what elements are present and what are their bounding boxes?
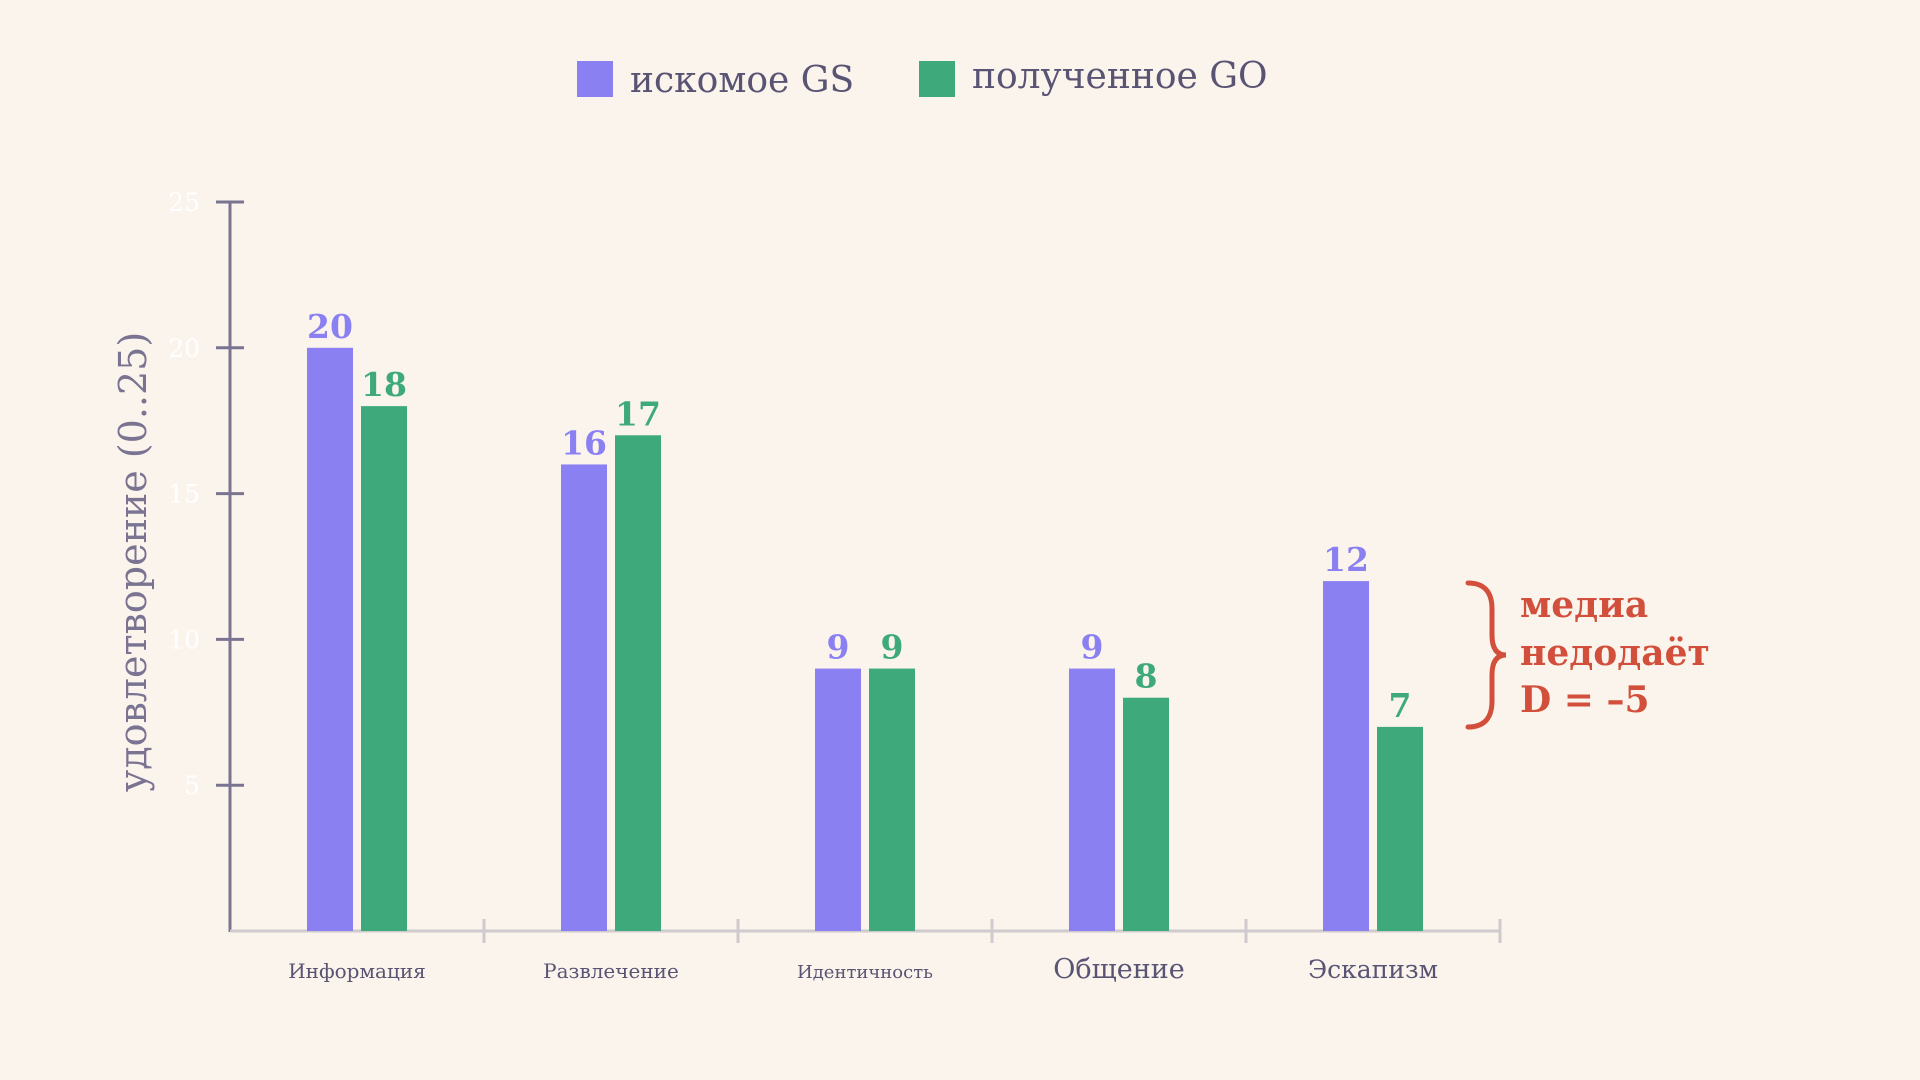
bar-value-label-gs: 9 bbox=[827, 628, 850, 667]
bar-go bbox=[361, 406, 407, 931]
bar-go bbox=[1123, 697, 1169, 931]
x-category-label: Информация bbox=[288, 959, 426, 983]
bar-gs bbox=[1323, 581, 1369, 931]
annotation: медиа недодаёт D = –5 bbox=[1465, 580, 1710, 730]
annotation-line-1: медиа bbox=[1520, 584, 1648, 626]
y-tick-label: 25 bbox=[168, 188, 200, 217]
x-category-label: Идентичность bbox=[797, 962, 933, 983]
bar-gs bbox=[307, 347, 353, 931]
bar-value-label-go: 7 bbox=[1389, 686, 1412, 725]
axes: 5 10 15 20 25 Информация Развлечение Идентичнос… bbox=[168, 188, 1502, 985]
legend: искомое GS полученное GO bbox=[577, 56, 1268, 101]
annotation-line-2: недодаёт bbox=[1520, 632, 1710, 674]
legend-swatch-go bbox=[919, 61, 955, 97]
bar-gs bbox=[815, 668, 861, 931]
bar-value-label-gs: 16 bbox=[561, 423, 607, 462]
bar-go bbox=[615, 435, 661, 931]
bar-go bbox=[869, 668, 915, 931]
bar-gs bbox=[1069, 668, 1115, 931]
y-axis-title: удовлетворение (0..25) bbox=[111, 332, 155, 792]
bar-value-label-gs: 12 bbox=[1323, 540, 1369, 579]
y-tick-label: 15 bbox=[168, 480, 200, 509]
bar-value-label-go: 9 bbox=[881, 628, 904, 667]
bar-gs bbox=[561, 464, 607, 931]
bar-go bbox=[1377, 726, 1423, 931]
legend-label-gs: искомое GS bbox=[630, 60, 854, 101]
bar-value-label-go: 18 bbox=[361, 365, 407, 404]
y-tick-label: 5 bbox=[184, 771, 200, 800]
annotation-line-3: D = –5 bbox=[1520, 679, 1650, 721]
legend-swatch-gs bbox=[577, 61, 613, 97]
bar-value-label-go: 8 bbox=[1135, 657, 1158, 696]
y-tick-label: 10 bbox=[168, 625, 200, 654]
bar-value-label-gs: 9 bbox=[1081, 628, 1104, 667]
x-category-label: Эскапизм bbox=[1308, 955, 1438, 984]
y-tick-label: 20 bbox=[168, 334, 200, 363]
legend-label-go: полученное GO bbox=[972, 56, 1268, 97]
bar-value-label-go: 17 bbox=[615, 394, 661, 433]
x-category-label: Развлечение bbox=[543, 959, 679, 983]
x-category-label: Общение bbox=[1053, 954, 1184, 985]
bar-value-label-gs: 20 bbox=[307, 307, 353, 346]
right-curly-brace-icon bbox=[1465, 580, 1507, 730]
